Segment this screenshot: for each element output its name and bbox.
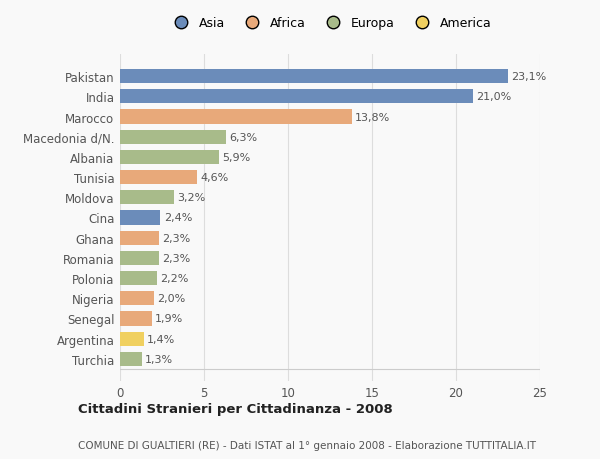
Text: 21,0%: 21,0% xyxy=(476,92,511,102)
Bar xyxy=(120,70,508,84)
Text: Cittadini Stranieri per Cittadinanza - 2008: Cittadini Stranieri per Cittadinanza - 2… xyxy=(78,403,393,415)
Bar xyxy=(120,151,219,165)
Text: 6,3%: 6,3% xyxy=(229,132,257,142)
Bar xyxy=(120,110,352,124)
Text: 13,8%: 13,8% xyxy=(355,112,391,122)
Text: 2,3%: 2,3% xyxy=(162,253,190,263)
Bar xyxy=(120,211,160,225)
Bar xyxy=(120,291,154,306)
Text: 5,9%: 5,9% xyxy=(223,152,251,162)
Text: COMUNE DI GUALTIERI (RE) - Dati ISTAT al 1° gennaio 2008 - Elaborazione TUTTITAL: COMUNE DI GUALTIERI (RE) - Dati ISTAT al… xyxy=(78,440,536,450)
Text: 1,3%: 1,3% xyxy=(145,354,173,364)
Text: 2,0%: 2,0% xyxy=(157,294,185,304)
Legend: Asia, Africa, Europa, America: Asia, Africa, Europa, America xyxy=(164,12,496,35)
Text: 3,2%: 3,2% xyxy=(177,193,205,203)
Bar xyxy=(120,332,143,346)
Text: 2,3%: 2,3% xyxy=(162,233,190,243)
Text: 1,9%: 1,9% xyxy=(155,314,184,324)
Bar xyxy=(120,130,226,145)
Bar xyxy=(120,312,152,326)
Text: 1,4%: 1,4% xyxy=(147,334,175,344)
Bar xyxy=(120,251,158,265)
Text: 4,6%: 4,6% xyxy=(200,173,229,183)
Bar xyxy=(120,191,174,205)
Bar xyxy=(120,171,197,185)
Text: 23,1%: 23,1% xyxy=(511,72,547,82)
Bar xyxy=(120,231,158,245)
Text: 2,2%: 2,2% xyxy=(160,274,188,284)
Bar xyxy=(120,271,157,285)
Bar xyxy=(120,352,142,366)
Text: 2,4%: 2,4% xyxy=(164,213,192,223)
Bar xyxy=(120,90,473,104)
